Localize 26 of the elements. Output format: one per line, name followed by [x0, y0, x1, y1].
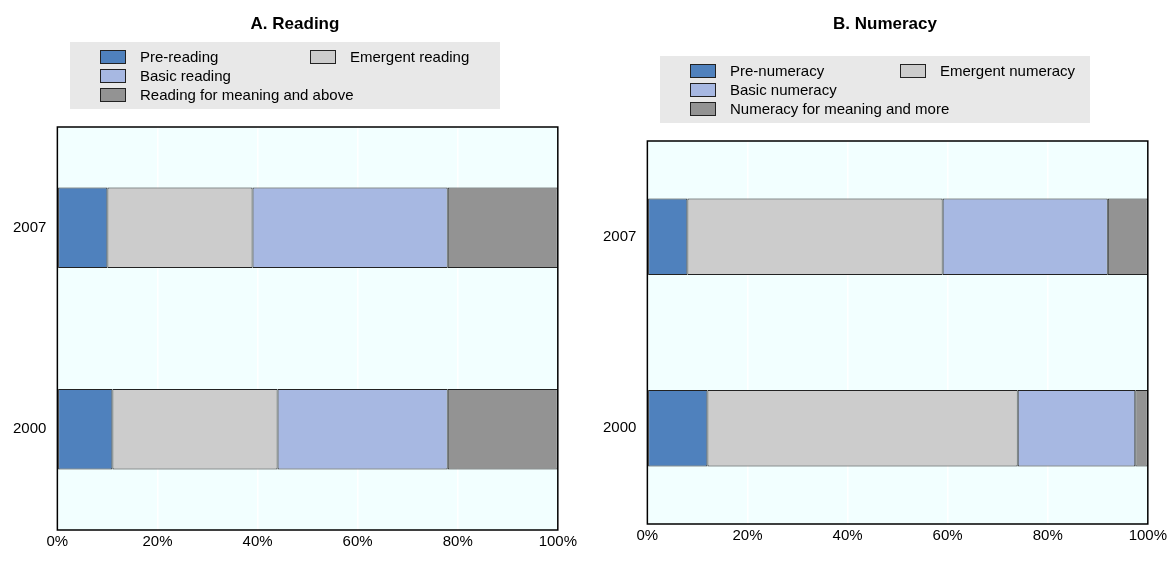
x-tick-label: 80% — [442, 532, 473, 550]
x-tick-label: 0% — [46, 532, 69, 550]
x-tick-label: 80% — [1032, 526, 1063, 544]
legend-label: Numeracy for meaning and more — [730, 100, 950, 117]
y-tick-label: 2007 — [602, 226, 637, 244]
x-tick-label: 40% — [242, 532, 273, 550]
x-tick-label: 20% — [142, 532, 173, 550]
legend-label: Basic reading — [140, 67, 231, 84]
x-tick-label: 40% — [832, 526, 863, 544]
legend-label: Emergent reading — [350, 48, 470, 65]
y-tick-label: 2007 — [12, 217, 47, 235]
legend-label: Pre-numeracy — [730, 62, 825, 79]
chart-title: B. Numeracy — [832, 14, 938, 35]
legend-label: Basic numeracy — [730, 81, 837, 98]
chart-title: A. Reading — [249, 14, 341, 35]
legend-label: Pre-reading — [140, 48, 219, 65]
legend-label: Reading for meaning and above — [140, 86, 354, 103]
x-tick-label: 20% — [732, 526, 763, 544]
x-tick-label: 60% — [932, 526, 963, 544]
x-tick-label: 60% — [342, 532, 373, 550]
x-tick-label: 100% — [538, 532, 578, 550]
x-tick-label: 0% — [636, 526, 659, 544]
y-tick-label: 2000 — [602, 418, 637, 436]
y-tick-label: 2000 — [12, 419, 47, 437]
legend-label: Emergent numeracy — [940, 62, 1076, 79]
x-tick-label: 100% — [1128, 526, 1168, 544]
